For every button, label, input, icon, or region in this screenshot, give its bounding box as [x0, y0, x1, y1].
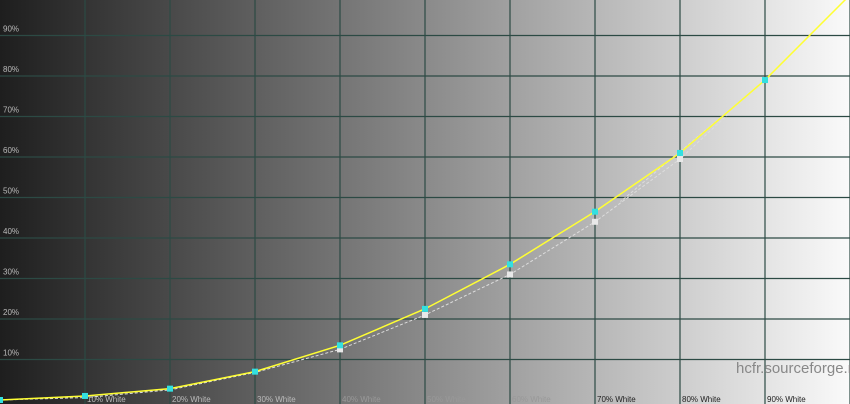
measured-point: [762, 77, 768, 84]
y-tick-label: 60%: [3, 146, 19, 155]
reference-point: [507, 271, 513, 278]
y-tick-label: 20%: [3, 308, 19, 317]
measured-point: [252, 368, 258, 375]
y-tick-label: 90%: [3, 25, 19, 34]
measured-point: [677, 149, 683, 156]
measured-point: [507, 261, 513, 268]
reference-point: [592, 218, 598, 225]
reference-point: [422, 311, 428, 318]
reference-point: [677, 156, 683, 163]
measured-point: [82, 392, 88, 399]
y-tick-label: 80%: [3, 65, 19, 74]
x-tick-label: 70% White: [597, 395, 636, 404]
watermark: hcfr.sourceforge.net: [736, 360, 850, 377]
measured-point: [422, 305, 428, 312]
x-tick-label: 90% White: [767, 395, 806, 404]
measured-point: [0, 397, 3, 403]
x-tick-label: 50% White: [427, 395, 466, 404]
x-tick-label: 30% White: [257, 395, 296, 404]
measured-point: [592, 208, 598, 215]
x-tick-label: 80% White: [682, 395, 721, 404]
x-tick-label: 40% White: [342, 395, 381, 404]
y-tick-label: 50%: [3, 187, 19, 196]
measured-point: [337, 342, 343, 349]
y-tick-label: 10%: [3, 349, 19, 358]
x-tick-label: 10% White: [87, 395, 126, 404]
x-tick-label: 60% White: [512, 395, 551, 404]
measured-point: [167, 385, 173, 392]
y-tick-label: 70%: [3, 106, 19, 115]
x-tick-label: 20% White: [172, 395, 211, 404]
y-tick-label: 40%: [3, 227, 19, 236]
y-tick-label: 30%: [3, 268, 19, 277]
reference-point: [337, 346, 343, 353]
